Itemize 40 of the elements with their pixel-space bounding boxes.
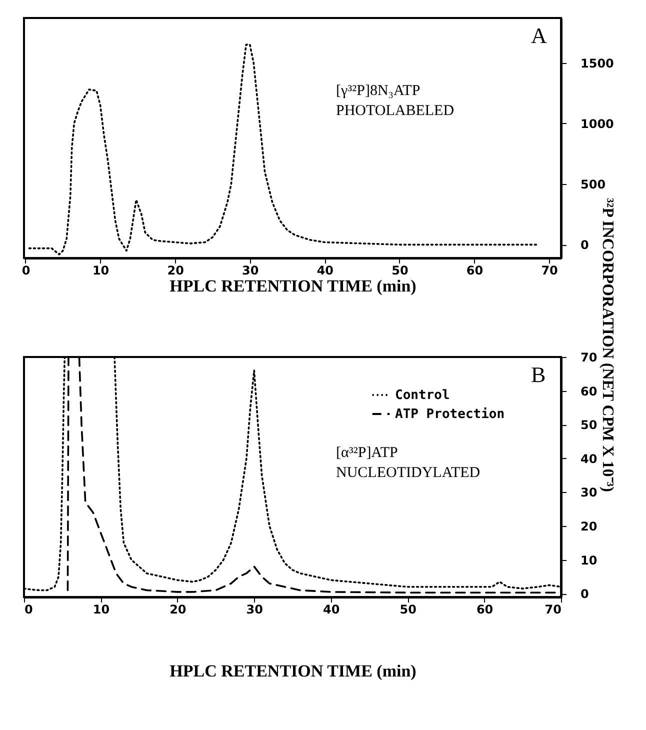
y-axis-title: ³²P INCORPORATION (NET CPM X 10⁻³): [599, 198, 616, 492]
annotation: NUCLEOTIDYLATED: [336, 465, 480, 481]
y-tick-label: 500: [580, 178, 606, 192]
x-tick-label: 40: [323, 602, 340, 616]
x-tick-label: 10: [92, 602, 110, 616]
x-tick-label: 30: [246, 602, 263, 616]
legend-label: ATP Protection: [395, 407, 505, 422]
y-tick-label: 10: [580, 553, 598, 568]
x-tick-label: 10: [92, 264, 110, 278]
annotation: [α³²P]ATP: [336, 445, 398, 461]
x-tick-label: 50: [400, 602, 416, 616]
y-tick-label: 1500: [580, 56, 614, 70]
x-axis-title: HPLC RETENTION TIME (min): [170, 662, 416, 680]
annotation: [γ³²P]8N₃ATP: [336, 83, 420, 99]
x-tick-label: 70: [544, 602, 562, 616]
x-tick-label: 50: [392, 264, 408, 278]
y-tick-label: 40: [580, 452, 598, 466]
y-tick-label: 0: [580, 587, 589, 602]
x-tick-label: 30: [242, 264, 259, 278]
y-tick-label: 50: [580, 418, 598, 432]
y-tick-label: 20: [580, 520, 598, 534]
x-tick-label: 70: [541, 264, 558, 278]
x-tick-label: 20: [170, 602, 186, 616]
x-tick-label: 0: [22, 264, 30, 278]
x-tick-label: 60: [476, 602, 494, 616]
y-tick-label: 1000: [580, 116, 614, 131]
x-tick-label: 20: [167, 264, 184, 278]
line-series: [28, 44, 539, 256]
y-tick-label: 0: [580, 238, 589, 252]
x-tick-label: 0: [24, 602, 33, 616]
annotation: PHOTOLABELED: [336, 103, 454, 119]
y-tick-label: 60: [580, 384, 598, 398]
legend-label: Control: [395, 388, 450, 403]
x-tick-label: 40: [316, 264, 334, 278]
y-tick-label: 70: [580, 350, 598, 364]
x-axis-title: HPLC RETENTION TIME (min): [170, 276, 416, 296]
annotation: A: [531, 23, 547, 48]
annotation: B: [531, 362, 546, 387]
y-tick-label: 30: [580, 486, 598, 500]
x-tick-label: 60: [466, 264, 484, 278]
